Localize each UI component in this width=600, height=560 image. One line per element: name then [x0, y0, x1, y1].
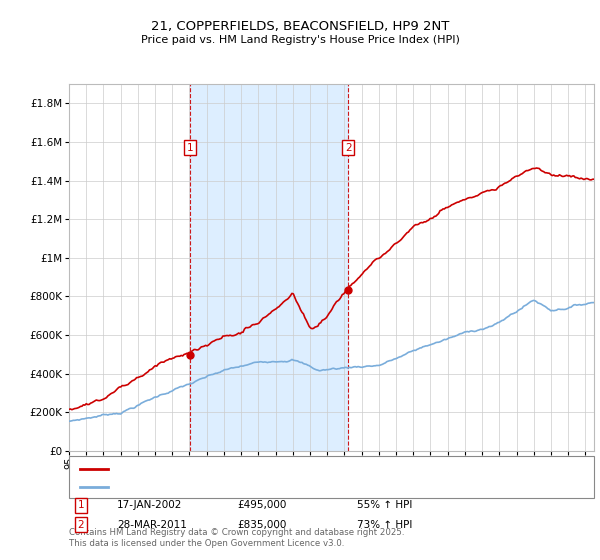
- Text: £835,000: £835,000: [237, 520, 286, 530]
- Text: Contains HM Land Registry data © Crown copyright and database right 2025.
This d: Contains HM Land Registry data © Crown c…: [69, 528, 404, 548]
- Text: 2: 2: [77, 520, 85, 530]
- Text: 1: 1: [187, 143, 193, 153]
- Text: 28-MAR-2011: 28-MAR-2011: [117, 520, 187, 530]
- Text: 17-JAN-2002: 17-JAN-2002: [117, 500, 182, 510]
- Bar: [190, 84, 349, 451]
- Text: 73% ↑ HPI: 73% ↑ HPI: [357, 520, 412, 530]
- Text: HPI: Average price, detached house, Buckinghamshire: HPI: Average price, detached house, Buck…: [117, 482, 401, 492]
- Text: 21, COPPERFIELDS, BEACONSFIELD, HP9 2NT (detached house): 21, COPPERFIELDS, BEACONSFIELD, HP9 2NT …: [117, 464, 447, 474]
- Text: Price paid vs. HM Land Registry's House Price Index (HPI): Price paid vs. HM Land Registry's House …: [140, 35, 460, 45]
- Text: £495,000: £495,000: [237, 500, 286, 510]
- Text: 21, COPPERFIELDS, BEACONSFIELD, HP9 2NT: 21, COPPERFIELDS, BEACONSFIELD, HP9 2NT: [151, 20, 449, 32]
- Text: 2: 2: [345, 143, 352, 153]
- Text: 55% ↑ HPI: 55% ↑ HPI: [357, 500, 412, 510]
- Text: 1: 1: [77, 500, 85, 510]
